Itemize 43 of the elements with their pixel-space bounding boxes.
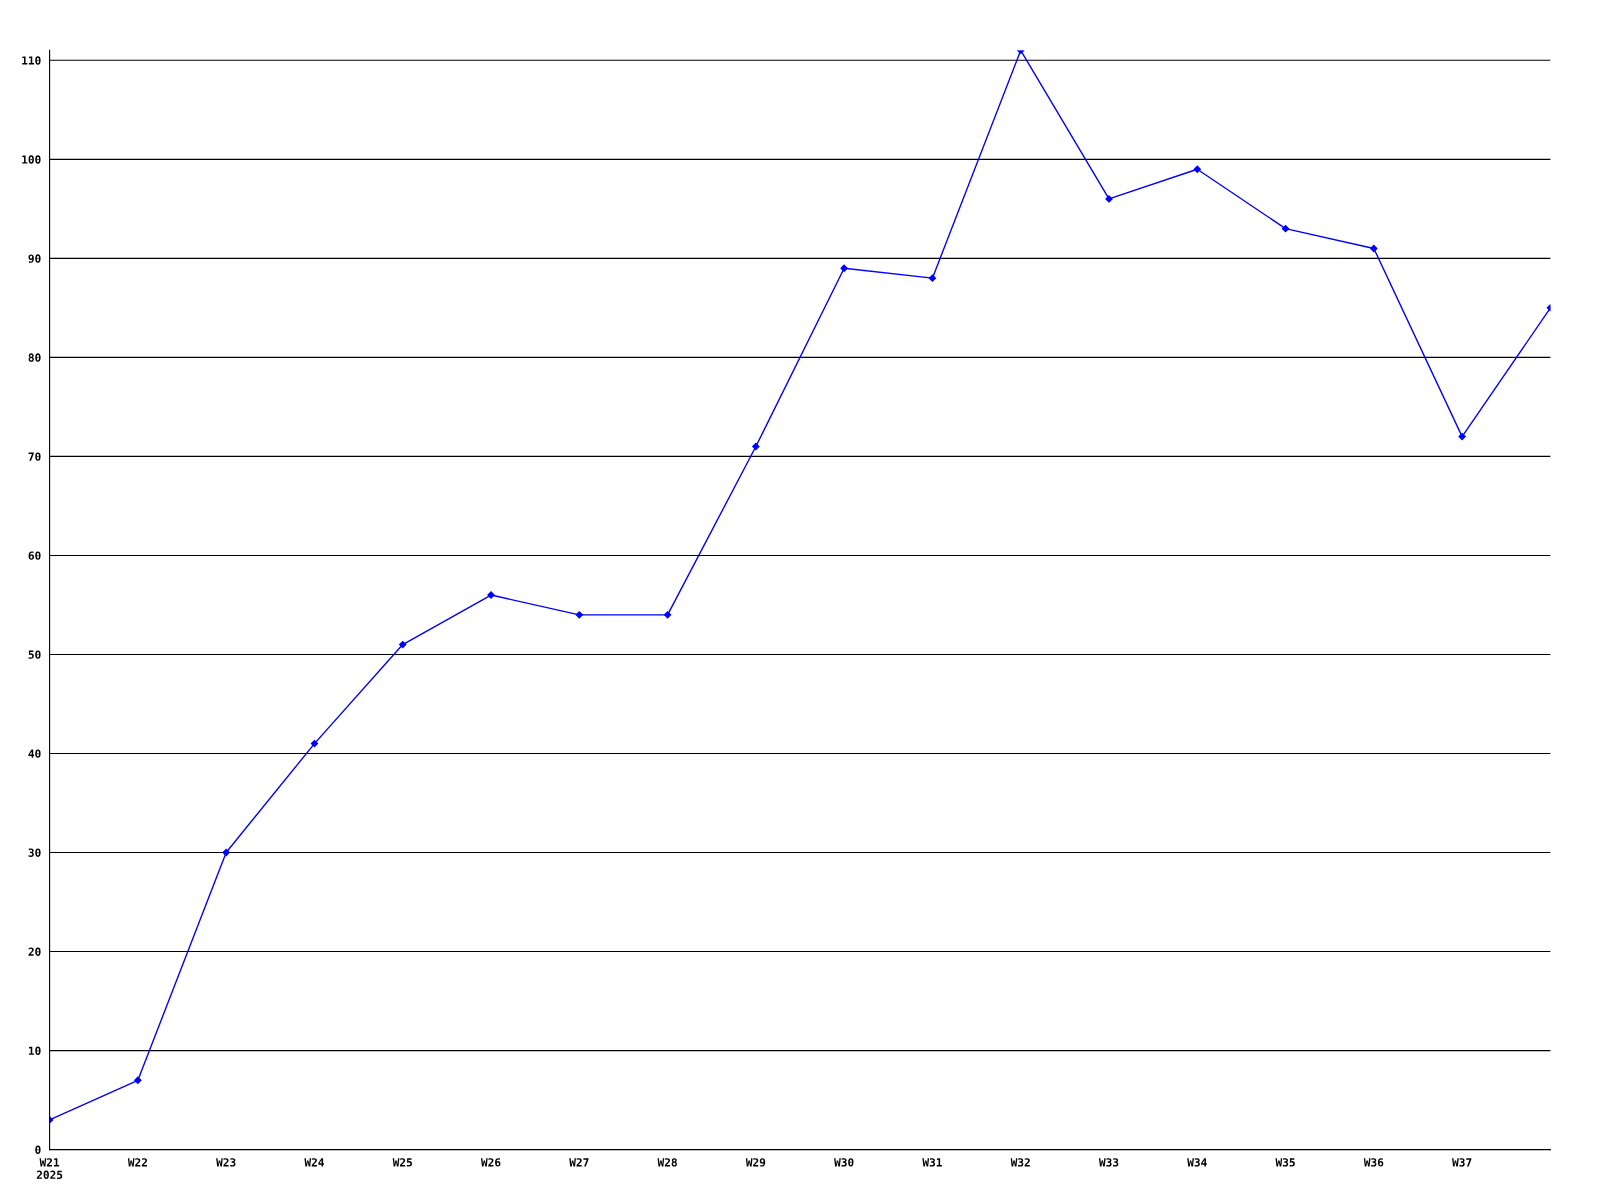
point <box>1105 195 1113 203</box>
x-tick-label: W29 <box>745 1158 766 1167</box>
point <box>1281 225 1290 233</box>
y-tick-label: 20 <box>28 947 41 956</box>
point <box>1193 165 1201 173</box>
point <box>752 442 760 451</box>
point <box>310 739 319 748</box>
y-tick-label: 0 <box>35 1145 41 1154</box>
point <box>663 611 672 619</box>
x-tick-label: W21 2025 <box>36 1158 63 1179</box>
x-tick-label: W25 <box>392 1158 413 1167</box>
point <box>1370 244 1378 253</box>
y-tick-label: 10 <box>28 1046 41 1055</box>
x-tick-label: W27 <box>569 1158 589 1167</box>
y-tick-label: 70 <box>28 452 41 461</box>
x-tick-label: W33 <box>1098 1158 1119 1167</box>
x-tick-label: W24 <box>304 1158 324 1167</box>
point <box>399 640 407 649</box>
y-tick-label: 80 <box>28 353 41 362</box>
x-tick-label: W30 <box>834 1158 854 1167</box>
y-tick-label: 100 <box>22 155 41 164</box>
point <box>840 264 848 272</box>
point <box>928 274 937 282</box>
y-tick-label: 50 <box>28 650 41 659</box>
x-tick-label: W35 <box>1275 1158 1295 1167</box>
x-tick-label: W23 <box>216 1158 236 1167</box>
x-tick-label: W34 <box>1187 1158 1207 1167</box>
point <box>134 1076 142 1084</box>
x-tick-label: W32 <box>1010 1158 1030 1167</box>
y-tick-label: 90 <box>28 254 41 263</box>
y-tick-label: 110 <box>22 56 41 65</box>
x-tick-label: W37 <box>1452 1158 1472 1167</box>
point <box>222 848 230 857</box>
point <box>1458 432 1466 441</box>
x-tick-label: W31 <box>922 1158 942 1167</box>
x-tick-label: W36 <box>1363 1158 1384 1167</box>
y-tick-label: 40 <box>28 749 41 758</box>
x-tick-label: W28 <box>657 1158 677 1167</box>
point <box>575 611 583 619</box>
y-tick-label: 30 <box>28 848 41 857</box>
x-tick-label: W22 <box>127 1158 147 1167</box>
y-tick-label: 60 <box>28 551 41 560</box>
x-tick-label: W26 <box>480 1158 501 1167</box>
